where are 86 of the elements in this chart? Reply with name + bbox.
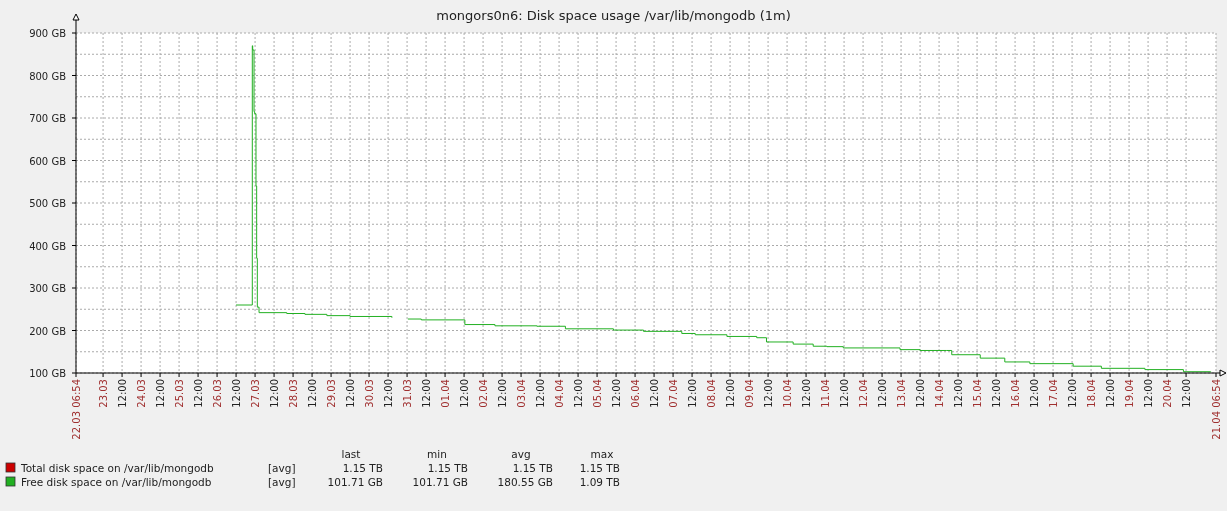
x-tick-label: 12:00 [421,379,433,408]
x-tick-label: 18.04 [1086,379,1098,408]
x-tick-label: 12:00 [307,379,319,408]
chart-title: mongors0n6: Disk space usage /var/lib/mongodb (1m) [436,8,791,23]
text: 101.71 GB [327,476,383,488]
text: [avg] [268,462,296,474]
x-tick-label: 12:00 [193,379,205,408]
x-tick-label: 26.03 [212,379,224,408]
y-tick-label: 800 GB [29,70,67,82]
x-tick-label: 12:00 [1067,379,1079,408]
x-tick-label: 12:00 [801,379,813,408]
x-tick-label: 12:00 [383,379,395,408]
x-tick-label: 15.04 [972,379,984,408]
x-tick-label: 12:00 [1181,379,1193,408]
x-tick-label: 27.03 [250,379,262,408]
x-tick-label: 11.04 [820,379,832,408]
x-tick-label: 25.03 [174,379,186,408]
x-tick-label: 12:00 [535,379,547,408]
x-tick-label: 16.04 [1010,379,1022,408]
x-tick-label: 12:00 [839,379,851,408]
text: avg [511,448,531,460]
y-tick-label: 300 GB [29,283,67,294]
x-tick-label: 12:00 [1029,379,1041,408]
legend-label: Total disk space on /var/lib/mongodb [20,462,215,474]
x-tick-label: 12:00 [687,379,699,408]
x-tick-label: 04.04 [554,379,566,408]
x-tick-label: 22.03 06:54 [71,379,82,440]
y-tick-label: 100 GB [29,368,67,379]
x-tick-label: 12:00 [155,379,167,408]
x-tick-label: 12:00 [117,379,129,408]
text: 180.55 GB [497,476,553,488]
text: 1.15 TB [427,462,468,474]
x-tick-label: 06.04 [630,379,642,408]
x-tick-label: 02.04 [478,379,490,408]
x-tick-label: 10.04 [782,379,794,408]
x-tick-label: 28.03 [288,379,300,408]
y-tick-label: 900 GB [29,28,67,39]
x-tick-label: 24.03 [136,379,148,408]
text: 1.09 TB [579,476,620,488]
x-tick-label: 12:00 [611,379,623,408]
y-tick-label: 700 GB [29,113,67,124]
y-tick-label: 400 GB [29,240,67,252]
x-tick-label: 23.03 [98,379,110,408]
x-tick-label: 17.04 [1048,379,1060,408]
x-tick-label: 12:00 [345,379,357,408]
x-tick-label: 12:00 [763,379,775,408]
x-tick-label: 12:00 [877,379,889,408]
x-tick-label: 03.04 [516,379,528,408]
x-tick-label: 12:00 [725,379,737,408]
x-tick-label: 29.03 [326,379,338,408]
x-tick-label: 30.03 [364,379,376,408]
x-tick-label: 12:00 [1105,379,1117,408]
x-tick-label: 12:00 [991,379,1003,408]
x-tick-label: 12:00 [915,379,927,408]
text: 1.15 TB [579,462,620,474]
text: last [341,448,361,460]
x-tick-label: 14.04 [934,379,946,408]
x-tick-label: 12.04 [858,379,870,408]
legend-label: Free disk space on /var/lib/mongodb [21,476,212,488]
x-tick-label: 12:00 [459,379,471,408]
x-tick-label: 05.04 [592,379,604,408]
text: [avg] [268,476,296,488]
text: 101.71 GB [412,476,468,488]
y-tick-label: 600 GB [29,155,67,167]
x-tick-label: 12:00 [953,379,965,408]
x-tick-label: 12:00 [573,379,585,408]
text: max [590,448,614,460]
x-tick-label: 19.04 [1124,379,1136,408]
x-tick-label: 20.04 [1162,379,1174,408]
x-tick-label: 01.04 [440,379,452,408]
x-tick-label: 12:00 [497,379,509,408]
x-tick-label: 13.04 [896,379,908,408]
x-tick-label: 12:00 [1143,379,1155,408]
x-tick-label: 07.04 [668,379,680,408]
text: min [427,448,447,460]
x-tick-label: 12:00 [649,379,661,408]
y-tick-label: 200 GB [29,325,67,337]
y-tick-label: 500 GB [29,198,67,209]
x-tick-label: 08.04 [706,379,718,408]
x-tick-label: 31.03 [402,379,414,408]
text: 1.15 TB [342,462,383,474]
x-tick-label: 21.04 06:54 [1211,379,1222,440]
text: 1.15 TB [512,462,553,474]
x-tick-label: 09.04 [744,379,756,408]
x-tick-label: 12:00 [231,379,243,408]
x-tick-label: 12:00 [269,379,281,408]
